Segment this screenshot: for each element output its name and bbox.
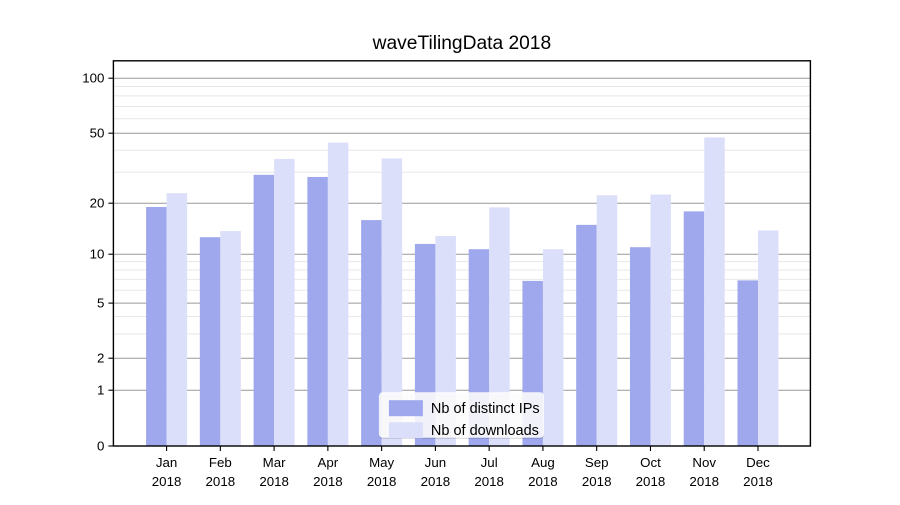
svg-text:2018: 2018: [689, 474, 719, 489]
svg-text:50: 50: [90, 126, 105, 141]
svg-text:2018: 2018: [421, 474, 451, 489]
svg-text:2018: 2018: [582, 474, 612, 489]
svg-text:2: 2: [97, 351, 104, 366]
svg-text:Jan: Jan: [156, 455, 177, 470]
svg-text:Aug: Aug: [531, 455, 555, 470]
svg-text:Jul: Jul: [481, 455, 498, 470]
svg-text:Mar: Mar: [263, 455, 286, 470]
svg-text:May: May: [369, 455, 394, 470]
svg-text:2018: 2018: [743, 474, 773, 489]
svg-text:Nb of downloads: Nb of downloads: [431, 423, 539, 439]
svg-text:2018: 2018: [367, 474, 397, 489]
svg-text:10: 10: [90, 247, 105, 262]
svg-text:100: 100: [82, 71, 104, 86]
svg-text:2018: 2018: [474, 474, 504, 489]
svg-text:1: 1: [97, 383, 104, 398]
svg-text:2018: 2018: [528, 474, 558, 489]
svg-text:Apr: Apr: [318, 455, 339, 470]
svg-text:Sep: Sep: [585, 455, 609, 470]
svg-text:2018: 2018: [313, 474, 343, 489]
svg-text:5: 5: [97, 296, 104, 311]
svg-text:2018: 2018: [152, 474, 182, 489]
svg-text:Jun: Jun: [425, 455, 446, 470]
svg-text:Dec: Dec: [746, 455, 770, 470]
svg-text:2018: 2018: [636, 474, 666, 489]
svg-text:0: 0: [97, 439, 104, 454]
svg-text:Nov: Nov: [692, 455, 716, 470]
svg-text:2018: 2018: [259, 474, 289, 489]
svg-text:Feb: Feb: [209, 455, 232, 470]
svg-text:Nb of distinct IPs: Nb of distinct IPs: [431, 401, 540, 417]
svg-text:20: 20: [90, 196, 105, 211]
svg-text:Oct: Oct: [640, 455, 661, 470]
svg-text:waveTilingData 2018: waveTilingData 2018: [372, 33, 551, 54]
svg-text:2018: 2018: [206, 474, 236, 489]
